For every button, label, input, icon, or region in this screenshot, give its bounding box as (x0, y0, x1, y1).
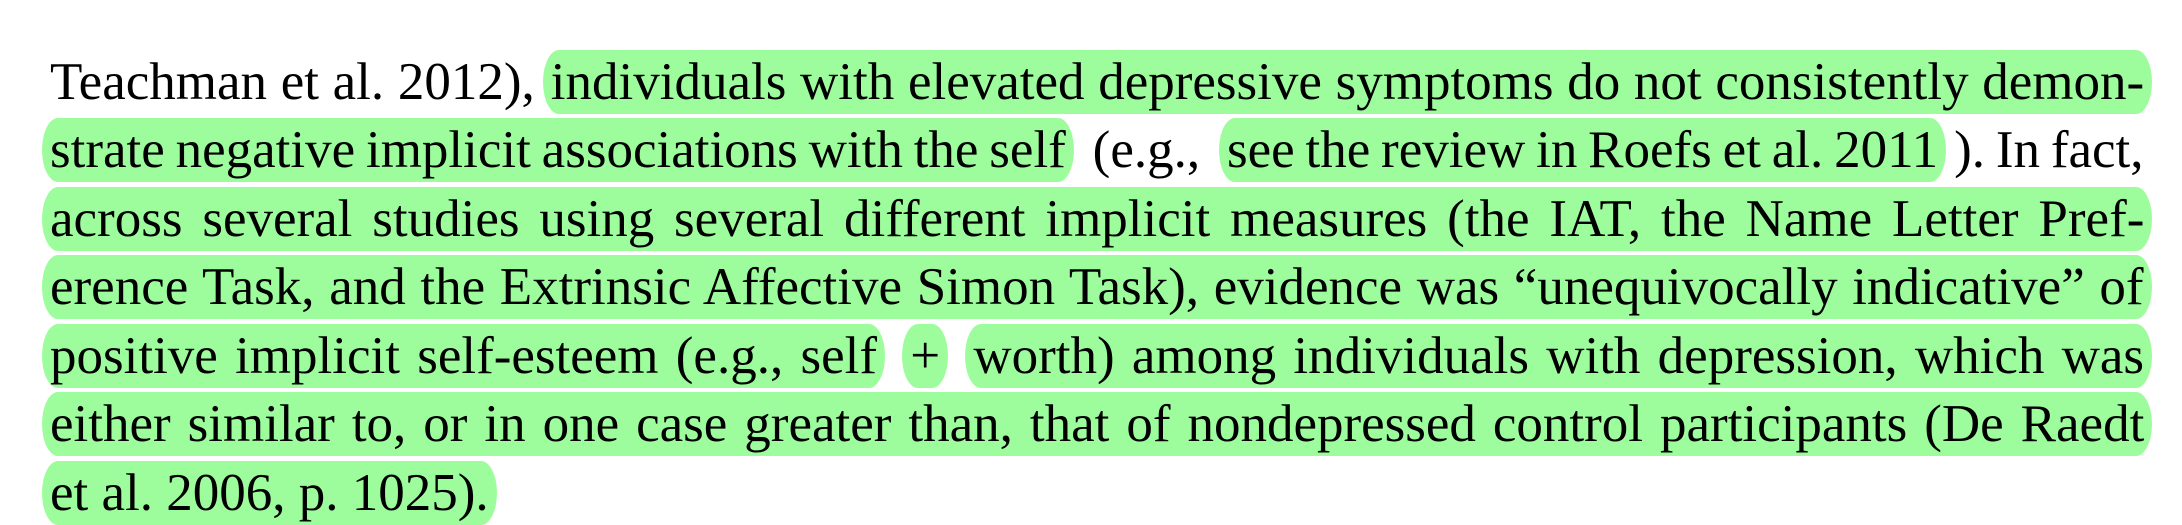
highlighted-text[interactable]: et al. 2006, p. 1025). (42, 461, 497, 525)
text-segment: ). In fact, (1954, 121, 2144, 179)
text-line: Teachman et al. 2012), individuals with e… (42, 50, 2153, 114)
text-line: across several studies using several dif… (42, 187, 2153, 251)
highlighted-text[interactable]: individuals with elevated depressive sym… (542, 50, 2153, 114)
highlighted-text[interactable]: strate negative implicit associations wi… (42, 118, 1074, 182)
text-line: et al. 2006, p. 1025). (42, 461, 497, 525)
highlighted-text[interactable]: worth) among individuals with depression… (965, 324, 2153, 388)
text-line: either similar to, or in one case greate… (42, 392, 2153, 456)
highlighted-text[interactable]: erence Task, and the Extrinsic Affective… (42, 255, 2152, 319)
text-segment: Teachman et al. 2012), (50, 53, 535, 111)
highlighted-text[interactable]: either similar to, or in one case greate… (42, 392, 2153, 456)
text-line: positive implicit self-esteem (e.g., sel… (42, 324, 2153, 388)
highlighted-text[interactable]: + (902, 324, 949, 388)
text-line: strate negative implicit associations wi… (42, 118, 2152, 182)
highlighted-text[interactable]: positive implicit self-esteem (e.g., sel… (42, 324, 885, 388)
text-segment: (e.g., (1092, 121, 1201, 179)
text-line: erence Task, and the Extrinsic Affective… (42, 255, 2152, 319)
highlighted-text[interactable]: see the review in Roefs et al. 2011 (1218, 118, 1947, 182)
highlighted-text[interactable]: across several studies using several dif… (42, 187, 2153, 251)
